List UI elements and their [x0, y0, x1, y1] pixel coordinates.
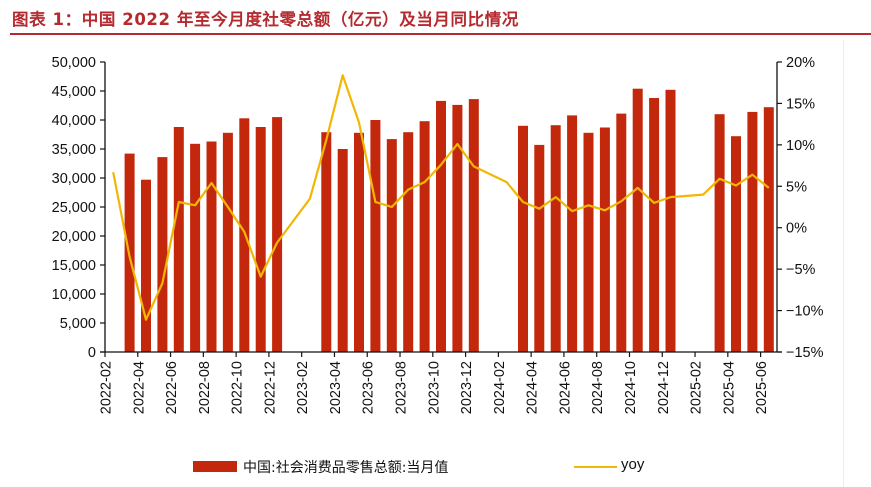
frame-border [843, 40, 844, 487]
legend-swatch-bar [193, 461, 237, 472]
bar-2022-08 [206, 141, 217, 352]
line-series [112, 74, 770, 321]
left-tick-label: 20,000 [52, 229, 96, 245]
bar-2024-07 [583, 132, 594, 352]
left-tick-label: 40,000 [52, 113, 96, 129]
bar-2024-04 [534, 144, 545, 352]
bar-2023-06 [370, 120, 381, 352]
bar-2022-06 [173, 127, 184, 352]
x-tick-label: 2023-06 [361, 361, 377, 414]
bar-2022-07 [190, 143, 201, 352]
right-tick-label: 15% [786, 96, 815, 112]
bar-2023-08 [403, 132, 414, 352]
right-tick-label: 10% [786, 138, 815, 154]
left-tick-label: 5,000 [60, 316, 96, 332]
x-tick-label: 2025-04 [721, 361, 737, 414]
right-tick-label: −10% [786, 304, 824, 320]
x-tick-label: 2024-10 [623, 361, 639, 414]
title-underline [10, 33, 871, 35]
right-tick-label: 0% [786, 221, 807, 237]
bar-2023-12 [468, 99, 479, 352]
x-tick-label: 2024-04 [525, 361, 541, 414]
left-tick-label: 35,000 [52, 142, 96, 158]
bar-2025-04 [731, 136, 741, 352]
bar-2023-07 [386, 139, 397, 352]
x-tick-label: 2023-12 [459, 361, 475, 414]
right-tick-label: 20% [786, 55, 815, 71]
left-tick-label: 15,000 [52, 258, 96, 274]
x-tick-label: 2022-06 [164, 361, 180, 414]
left-tick-label: 0 [88, 345, 96, 361]
left-tick-label: 30,000 [52, 171, 96, 187]
right-tick-label: −15% [786, 345, 824, 361]
bar-2023-10 [436, 100, 446, 353]
bar-2024-05 [550, 125, 561, 352]
bar-2024-08 [599, 127, 610, 352]
bar-2024-09 [616, 113, 627, 352]
bar-2024-06 [567, 115, 578, 353]
bar-2022-11 [255, 127, 266, 352]
bar-2024-12 [665, 89, 676, 353]
x-tick-label: 2024-06 [557, 361, 573, 414]
chart-title: 图表 1：中国 2022 年至今月度社零总额（亿元）及当月同比情况 [12, 10, 519, 29]
x-tick-label: 2023-08 [394, 361, 410, 414]
x-tick-label: 2022-04 [131, 361, 147, 414]
bar-2022-05 [157, 157, 168, 352]
legend-label-line: yoy [621, 456, 645, 473]
x-tick-label: 2023-10 [426, 361, 442, 414]
bar-2023-09 [419, 121, 430, 352]
bar-2023-11 [452, 104, 463, 353]
bar-2025-05 [747, 111, 758, 353]
x-tick-label: 2022-10 [230, 361, 246, 414]
bar-2023-04 [337, 149, 348, 352]
left-tick-label: 45,000 [52, 84, 96, 100]
bar-2025-03 [714, 114, 725, 352]
bar-2024-11 [649, 98, 660, 352]
bar-2023-03 [321, 132, 332, 352]
x-tick-label: 2022-02 [99, 361, 115, 414]
left-tick-label: 50,000 [52, 55, 96, 71]
bar-series [124, 88, 774, 353]
bar-2025-06 [763, 107, 774, 352]
x-tick-label: 2025-06 [754, 361, 770, 414]
x-tick-label: 2023-02 [295, 361, 311, 414]
bar-2022-04 [141, 179, 151, 352]
legend-label-bar: 中国:社会消费品零售总额:当月值 [243, 460, 449, 476]
bar-2022-09 [222, 132, 233, 352]
left-tick-label: 25,000 [52, 200, 96, 216]
bar-2022-12 [272, 117, 283, 352]
yoy-line [112, 74, 770, 321]
axes: 0 5,000 10,000 15,000 20,000 25,000 30,000 35,0… [52, 55, 824, 414]
right-tick-label: −5% [786, 262, 816, 278]
right-tick-label: 5% [786, 179, 807, 195]
x-tick-label: 2025-02 [689, 361, 705, 414]
bar-2024-03 [518, 125, 528, 352]
bar-2024-10 [632, 88, 643, 352]
x-tick-label: 2023-04 [328, 361, 344, 414]
left-tick-label: 10,000 [52, 287, 96, 303]
x-tick-label: 2024-12 [656, 361, 672, 414]
x-tick-label: 2022-08 [197, 361, 213, 414]
x-tick-label: 2024-08 [590, 361, 606, 414]
x-tick-label: 2024-02 [492, 361, 508, 414]
legend-swatch-line [574, 466, 617, 468]
bar-2023-05 [354, 132, 364, 352]
bar-2022-10 [239, 118, 250, 352]
x-tick-label: 2022-12 [262, 361, 278, 414]
